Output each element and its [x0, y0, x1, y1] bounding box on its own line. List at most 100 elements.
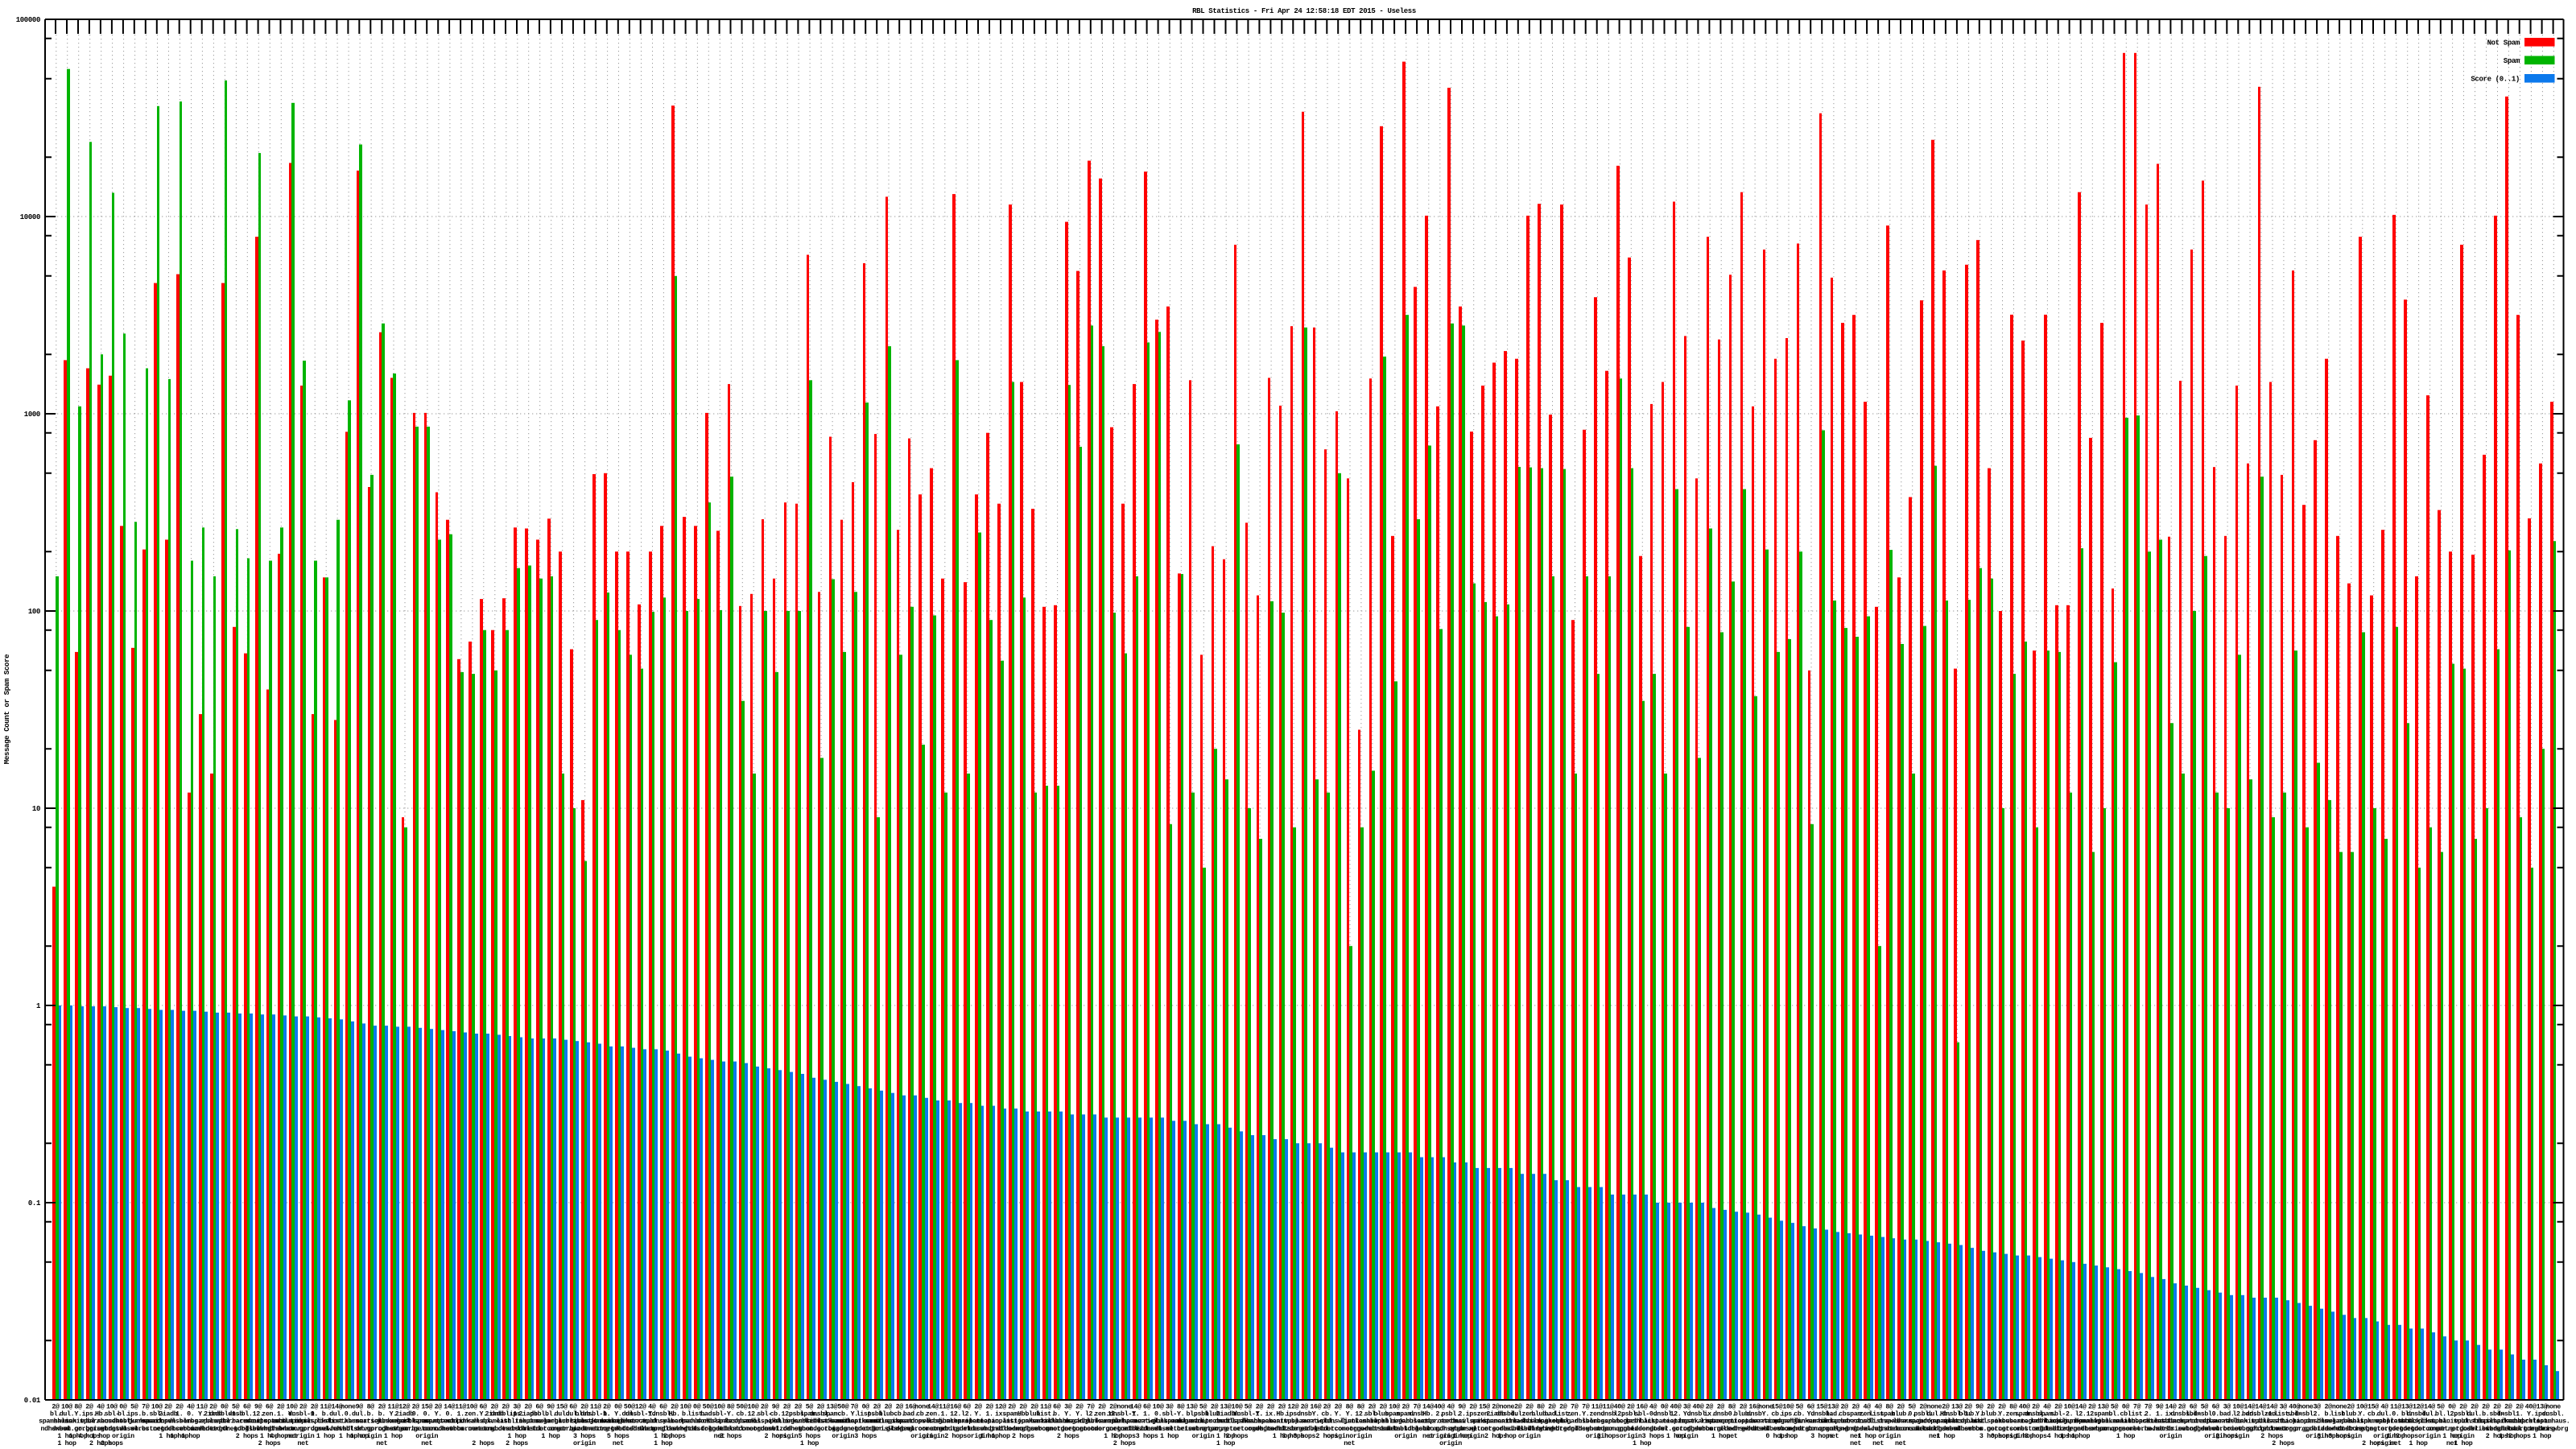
svg-text:sorbs.ne: sorbs.ne	[401, 1425, 431, 1433]
svg-text:origin: origin	[1878, 1432, 1901, 1440]
svg-text:2 hops: 2 hops	[236, 1432, 258, 1440]
svg-text:bl.: bl.	[545, 1410, 556, 1418]
svg-text:e.torgde: e.torgde	[1672, 1425, 1702, 1433]
svg-text:6@: 6@	[569, 1403, 577, 1411]
svg-text:origin: origin	[2002, 1432, 2025, 1440]
svg-text:swhdtsb: swhdtsb	[2326, 1425, 2353, 1433]
svg-text:15@: 15@	[1479, 1403, 1490, 1411]
svg-text:7@: 7@	[2133, 1403, 2141, 1411]
svg-text:or.gor.g: or.gor.g	[1661, 1426, 1690, 1433]
svg-text:list.: list.	[1869, 1410, 1888, 1418]
svg-text:2@: 2@	[985, 1403, 993, 1411]
svg-text:ndhswbom: ndhswbom	[435, 1425, 464, 1433]
svg-text:2@: 2@	[311, 1403, 319, 1411]
svg-text:9@: 9@	[254, 1403, 262, 1411]
svg-text:8@: 8@	[2009, 1403, 2017, 1411]
svg-text:2@: 2@	[1852, 1403, 1860, 1411]
svg-text:uceprotect.: uceprotect.	[1824, 1418, 1865, 1426]
svg-text:sorbs.ne: sorbs.ne	[446, 1425, 476, 1433]
svg-text:sdblsbl: sdblsbl	[233, 1425, 260, 1433]
svg-text:dnsbl.: dnsbl.	[1687, 1410, 1710, 1418]
svg-text:12.: 12.	[253, 1411, 264, 1418]
svg-text:e.torgde: e.torgde	[2369, 1425, 2399, 1433]
svg-text:orgnetor: orgnetor	[2358, 1426, 2388, 1433]
svg-text:5 hops: 5 hops	[799, 1432, 821, 1440]
svg-text:l2.: l2.	[961, 1410, 972, 1418]
svg-text:dnswl.: dnswl.	[460, 1418, 483, 1426]
svg-text:spameat: spameat	[1122, 1418, 1149, 1426]
svg-text:gnetde: gnetde	[1046, 1425, 1068, 1433]
svg-text:barracud: barracud	[1030, 1418, 1060, 1426]
svg-text:blub.: blub.	[575, 1410, 593, 1418]
svg-text:sbl-: sbl-	[2287, 1410, 2302, 1418]
svg-text:2@: 2@	[85, 1403, 93, 1411]
svg-text:40@: 40@	[1692, 1403, 1703, 1411]
svg-text:surriel.: surriel.	[1098, 1418, 1128, 1426]
svg-text:2@: 2@	[1267, 1403, 1275, 1411]
svg-text:5 hops: 5 hops	[607, 1432, 630, 1440]
svg-text:spam.: spam.	[2037, 1411, 2056, 1418]
svg-text:dnsbl.: dnsbl.	[2294, 1410, 2317, 1418]
svg-text:1.: 1.	[175, 1411, 183, 1418]
svg-text:dul.: dul.	[329, 1410, 345, 1418]
svg-text:uceprotect.: uceprotect.	[1419, 1418, 1460, 1426]
svg-text:uceprotect.: uceprotect.	[2173, 1418, 2214, 1426]
svg-text:10@: 10@	[106, 1403, 118, 1411]
svg-text:tiopan.: tiopan.	[2281, 1418, 2307, 1426]
svg-text:8@: 8@	[74, 1403, 82, 1411]
svg-text:origin: origin	[2306, 1432, 2328, 1440]
svg-text:tiopan.: tiopan.	[515, 1418, 541, 1426]
svg-text:2@: 2@	[2088, 1403, 2096, 1411]
svg-text:14@: 14@	[1422, 1403, 1434, 1411]
svg-text:mailspike.: mailspike.	[2400, 1418, 2437, 1426]
svg-text:corcomet: corcomet	[1368, 1426, 1398, 1433]
svg-text:megarbl.: megarbl.	[390, 1418, 419, 1426]
svg-text:b.: b.	[682, 1410, 689, 1418]
svg-text:1 hop: 1 hop	[1273, 1432, 1292, 1440]
svg-text:2iadb: 2iadb	[518, 1410, 538, 1418]
svg-text:dnsbl.: dnsbl.	[652, 1410, 675, 1418]
svg-text:14@: 14@	[2255, 1403, 2266, 1411]
svg-text:b.: b.	[322, 1410, 329, 1418]
svg-text:tiopan.: tiopan.	[1010, 1418, 1036, 1426]
svg-text:1 hop: 1 hop	[1452, 1432, 1472, 1440]
svg-text:cb.: cb.	[894, 1410, 905, 1418]
svg-text:dul.: dul.	[2377, 1410, 2392, 1418]
svg-text:megarbl.: megarbl.	[1537, 1418, 1567, 1426]
svg-text:11@: 11@	[590, 1403, 601, 1411]
svg-text:hostkarma.: hostkarma.	[397, 1418, 434, 1426]
svg-text:2iadb: 2iadb	[159, 1410, 178, 1418]
svg-text:tiopan.: tiopan.	[2045, 1418, 2070, 1426]
svg-text:16@: 16@	[950, 1403, 961, 1411]
svg-text:cb.: cb.	[2120, 1410, 2132, 1418]
svg-text:wpbl.: wpbl.	[2431, 1418, 2450, 1426]
svg-text:3@: 3@	[513, 1403, 521, 1411]
svg-text:list.: list.	[1644, 1418, 1662, 1426]
svg-text:2 hops: 2 hops	[2260, 1432, 2283, 1440]
svg-text:ndhswbom: ndhswbom	[1019, 1425, 1049, 1433]
svg-text:net: net	[376, 1440, 387, 1447]
svg-text:Y.: Y.	[614, 1411, 621, 1418]
svg-text:shlink.: shlink.	[448, 1418, 473, 1426]
svg-text:origin: origin	[292, 1432, 315, 1440]
svg-text:11@: 11@	[2390, 1403, 2401, 1411]
svg-text:2@: 2@	[175, 1403, 184, 1411]
svg-text:ndhswbom: ndhswbom	[2077, 1425, 2107, 1433]
svg-text:14@: 14@	[2424, 1403, 2435, 1411]
svg-text:junkemail: junkemail	[939, 1418, 972, 1426]
svg-text:swhdtsb: swhdtsb	[672, 1425, 699, 1433]
svg-text:2 hops: 2 hops	[1113, 1432, 1136, 1440]
svg-text:megarbl.: megarbl.	[187, 1418, 217, 1426]
svg-text:spameat: spameat	[2360, 1418, 2387, 1426]
svg-text:bl.: bl.	[1187, 1410, 1198, 1418]
svg-text:spameat: spameat	[1651, 1418, 1678, 1426]
svg-text:spameat: spameat	[572, 1418, 598, 1426]
svg-text:briswbrg: briswbrg	[873, 1425, 903, 1433]
svg-text:1 hop: 1 hop	[654, 1439, 673, 1447]
svg-text:spamhaus.: spamhaus.	[264, 1418, 298, 1426]
svg-text:4@: 4@	[97, 1403, 105, 1411]
svg-text:corcomet: corcomet	[175, 1426, 205, 1433]
svg-text:zen.: zen.	[2006, 1411, 2021, 1418]
svg-text:manitu.: manitu.	[1472, 1418, 1497, 1426]
svg-text:ix.: ix.	[2165, 1410, 2176, 1418]
